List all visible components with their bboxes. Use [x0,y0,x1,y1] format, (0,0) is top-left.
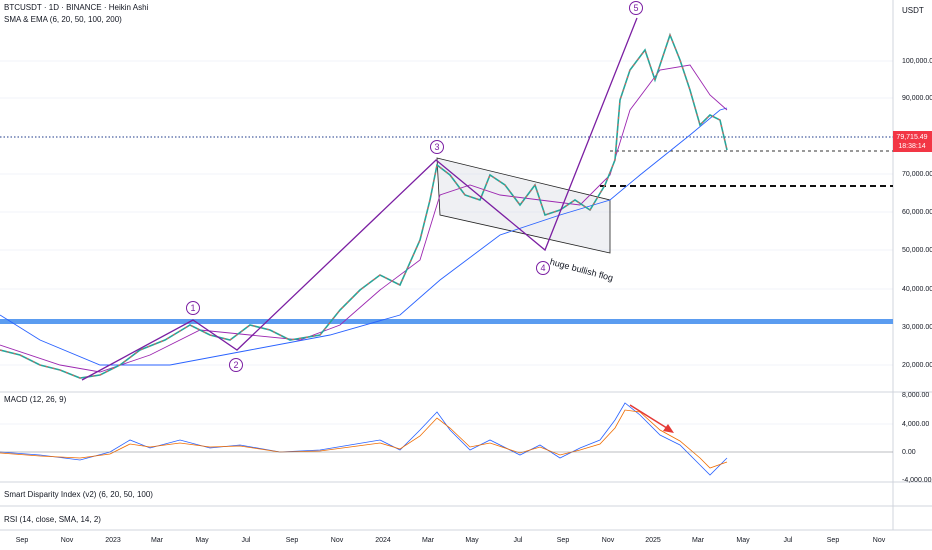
time-label: 2025 [645,537,661,544]
ema-line [0,107,728,366]
time-label: Nov [61,537,74,544]
time-label: Sep [557,537,570,544]
countdown: 18:38:14 [898,143,925,150]
wave-label: 2 [233,360,238,370]
last-price: 79,715.49 [896,134,927,141]
time-label: Sep [286,537,299,544]
time-label: Sep [16,537,29,544]
wave-circle [536,261,550,275]
wave-label: 3 [434,142,439,152]
price-label: 40,000.00 [902,286,932,293]
sma-line [0,64,728,373]
wave-markers [186,1,643,372]
pane-separators [0,0,932,531]
price-candles [0,32,728,379]
macd-label: 8,000.00 [902,392,929,399]
wave-label: 5 [633,3,638,13]
macd-label: 4,000.00 [902,421,929,428]
time-label: Nov [602,537,615,544]
support-band [0,319,893,324]
arrow-head [663,424,674,433]
time-label: Jul [784,537,793,544]
price-label: 20,000.00 [902,362,932,369]
disparity-title: Smart Disparity Index (v2) (6, 20, 50, 1… [4,490,153,499]
price-label: 30,000.00 [902,324,932,331]
time-label: Mar [151,537,164,544]
time-label: May [736,537,750,544]
wave-circle [229,358,243,372]
time-label: May [465,537,479,544]
wave-circle [430,140,444,154]
currency: USDT [902,6,924,15]
flag-channel [436,157,611,254]
time-label: May [195,537,209,544]
time-label: Mar [692,537,705,544]
price-label: 90,000.00 [902,95,932,102]
wave-circle [186,301,200,315]
price-label: 60,000.00 [902,209,932,216]
time-label: Nov [873,537,886,544]
indicator-title: SMA & EMA (6, 20, 50, 100, 200) [4,15,122,24]
divergence-arrow [629,404,671,431]
time-label: 2024 [375,537,391,544]
last-price-tag [893,131,932,152]
signal-line [0,409,728,469]
time-label: Sep [827,537,840,544]
time-label: 2023 [105,537,121,544]
symbol-title: BTCUSDT · 1D · BINANCE · Heikin Ashi [4,3,149,12]
time-label: Nov [331,537,344,544]
elliott-wave [81,17,638,381]
price-label: 70,000.00 [902,171,932,178]
time-label: Jul [514,537,523,544]
macd-label: 0.00 [902,449,916,456]
wave-label: 1 [190,303,195,313]
time-label: Jul [242,537,251,544]
macd-title: MACD (12, 26, 9) [4,395,67,404]
time-label: Mar [422,537,435,544]
macd-label: -4,000.00 [902,477,932,484]
wave-circle [629,1,643,15]
price-label: 50,000.00 [902,247,932,254]
wave-label: 4 [540,263,545,273]
price-label: 100,000.00 [902,58,932,65]
rsi-title: RSI (14, close, SMA, 14, 2) [4,515,101,524]
